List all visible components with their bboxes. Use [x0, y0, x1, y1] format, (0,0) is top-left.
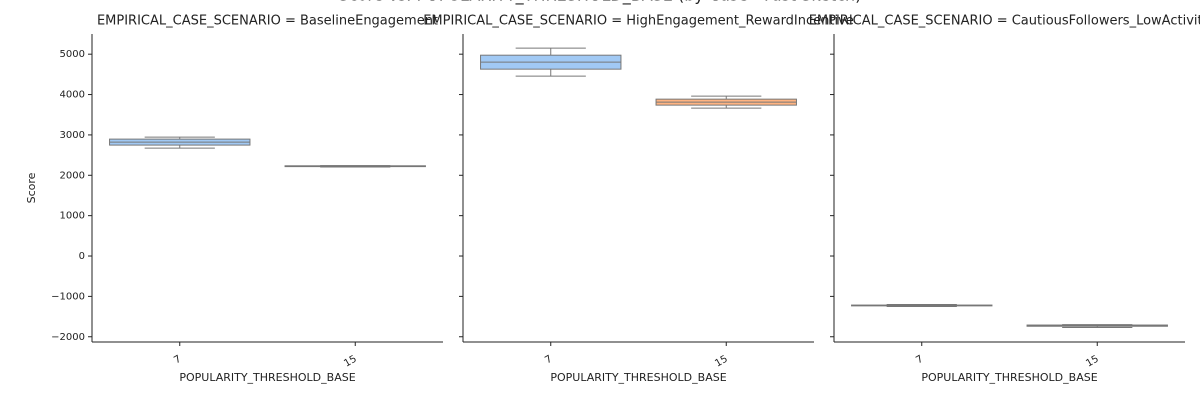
x-tick-label: 15 — [713, 354, 730, 370]
y-tick-label: 2000 — [60, 170, 85, 181]
y-tick-label: −2000 — [51, 332, 85, 343]
x-tick-label: 7 — [914, 354, 925, 367]
y-axis-label: Score — [25, 172, 38, 203]
panel-title: EMPIRICAL_CASE_SCENARIO = BaselineEngage… — [97, 14, 438, 29]
panel-title: EMPIRICAL_CASE_SCENARIO = HighEngagement… — [423, 14, 854, 29]
y-tick-label: 3000 — [60, 130, 85, 141]
x-axis-label: POPULARITY_THRESHOLD_BASE — [550, 371, 726, 384]
x-tick-label: 15 — [1084, 354, 1101, 370]
x-tick-label: 7 — [543, 354, 554, 367]
y-tick-label: −1000 — [51, 291, 85, 302]
y-tick-label: 1000 — [60, 211, 85, 222]
x-axis-label: POPULARITY_THRESHOLD_BASE — [921, 371, 1097, 384]
y-tick-label: 0 — [79, 251, 85, 262]
chart-title: Score vs. POPULARITY_THRESHOLD_BASE (by … — [339, 0, 862, 6]
y-tick-label: 4000 — [60, 90, 85, 101]
y-tick-label: 5000 — [60, 49, 85, 60]
panel-title: EMPIRICAL_CASE_SCENARIO = CautiousFollow… — [809, 14, 1200, 29]
x-axis-label: POPULARITY_THRESHOLD_BASE — [179, 371, 355, 384]
x-tick-label: 15 — [342, 354, 359, 370]
x-tick-label: 7 — [172, 354, 183, 367]
